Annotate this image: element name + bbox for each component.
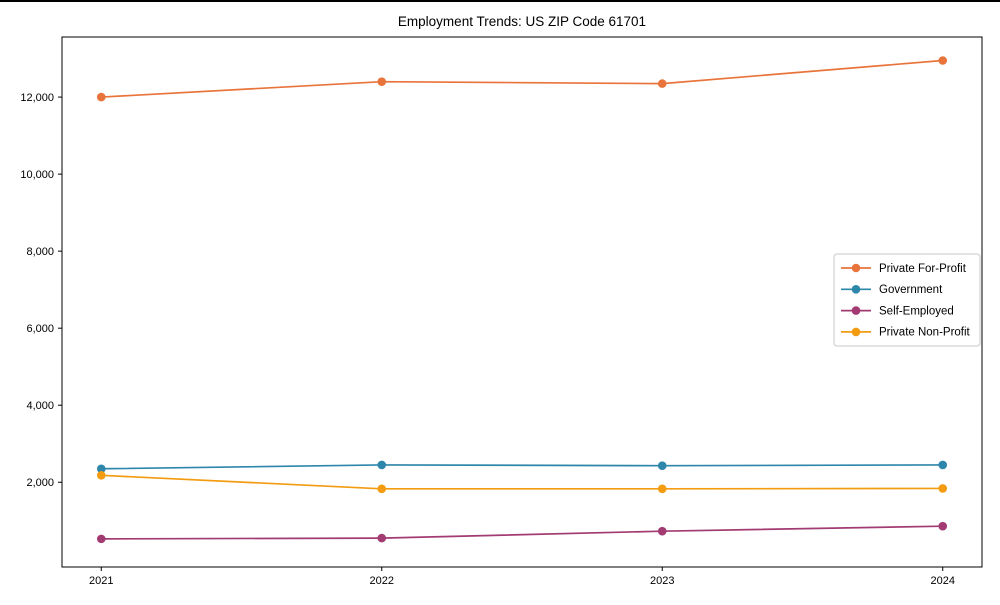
- data-point-private-for-profit-2022: [377, 77, 387, 86]
- data-point-private-non-profit-2022: [377, 484, 387, 494]
- y-tick-label: 2,000: [26, 477, 54, 489]
- legend-marker-icon: [851, 327, 861, 337]
- x-tick-label: 2024: [930, 575, 954, 587]
- legend-marker-icon: [851, 306, 861, 315]
- legend-item-self-employed: Self-Employed: [879, 305, 954, 317]
- data-point-self-employed-2021: [96, 534, 106, 544]
- data-point-self-employed-2023: [657, 526, 667, 536]
- y-tick-label: 4,000: [26, 400, 54, 412]
- legend-item-private-for-profit: Private For-Profit: [879, 263, 967, 275]
- legend: [833, 253, 981, 347]
- data-point-self-employed-2024: [938, 521, 948, 531]
- data-point-government-2022: [377, 460, 387, 470]
- series-line-private-for-profit: [101, 59, 943, 98]
- data-point-private-for-profit-2023: [657, 79, 667, 88]
- data-point-government-2023: [657, 461, 667, 470]
- series-line-self-employed: [101, 525, 943, 540]
- data-point-government-2021: [96, 464, 106, 474]
- y-tick-label: 10,000: [20, 169, 54, 181]
- data-point-private-non-profit-2023: [657, 484, 667, 494]
- data-point-self-employed-2022: [377, 533, 387, 543]
- y-tick-label: 8,000: [26, 246, 54, 258]
- data-point-government-2024: [938, 460, 948, 470]
- y-tick-label: 12,000: [20, 92, 54, 104]
- data-point-private-for-profit-2024: [938, 56, 948, 65]
- plot-area: [61, 36, 983, 568]
- legend-marker-icon: [851, 285, 861, 294]
- chart-title: Employment Trends: US ZIP Code 61701: [398, 14, 646, 29]
- legend-item-government: Government: [879, 284, 943, 296]
- series-line-government: [101, 464, 943, 470]
- x-tick-label: 2022: [370, 575, 394, 587]
- x-tick-label: 2023: [650, 575, 674, 587]
- data-point-private-for-profit-2021: [96, 92, 106, 102]
- legend-marker-icon: [851, 263, 861, 273]
- legend-item-private-non-profit: Private Non-Profit: [879, 327, 971, 339]
- y-tick-label: 6,000: [26, 323, 54, 335]
- data-point-private-non-profit-2024: [938, 484, 948, 493]
- series-line-private-non-profit: [101, 474, 943, 490]
- x-tick-label: 2021: [89, 575, 113, 587]
- data-point-private-non-profit-2021: [96, 471, 106, 480]
